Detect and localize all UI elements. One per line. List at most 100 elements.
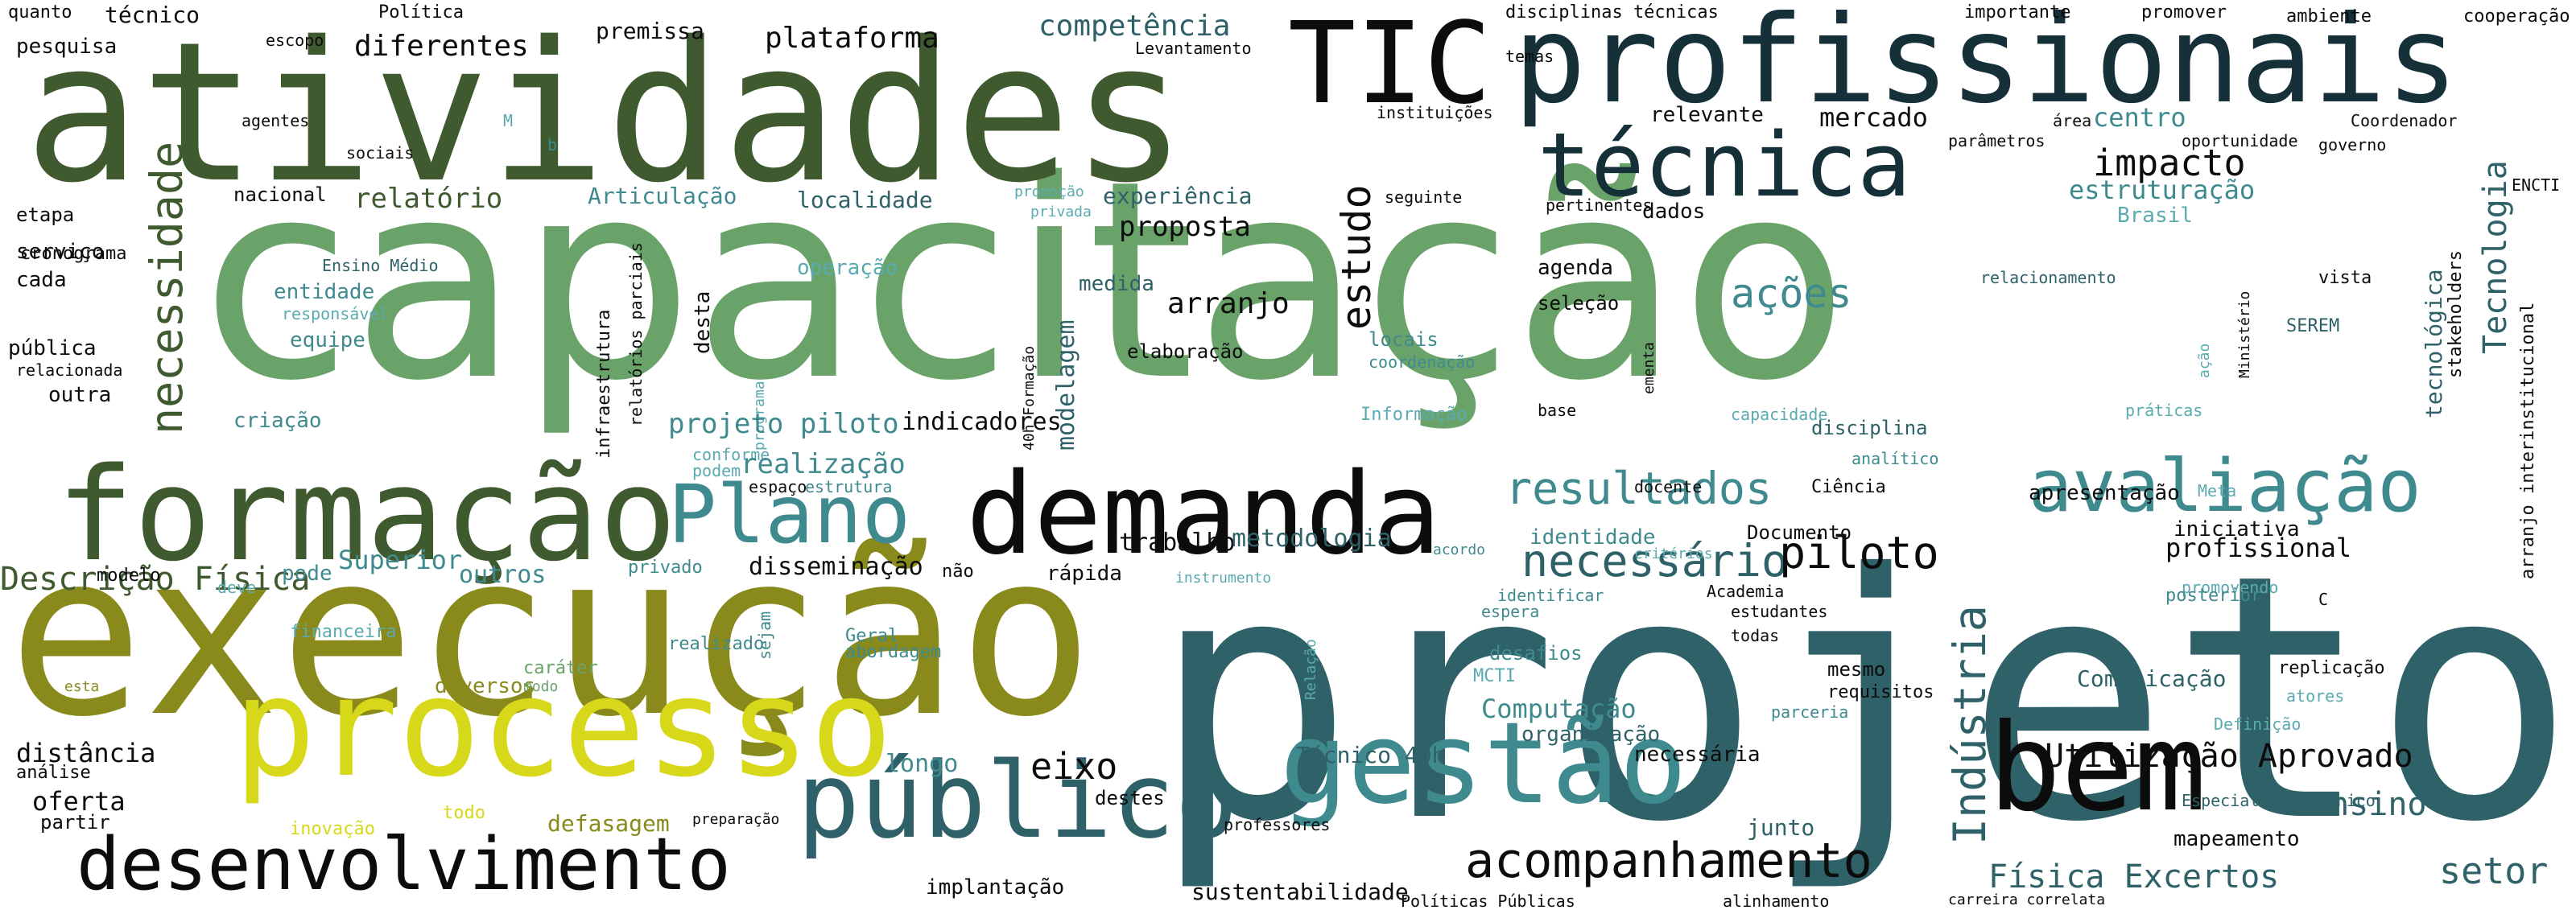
word-nacional: nacional <box>233 183 327 206</box>
word-locais: locais <box>1368 328 1439 351</box>
word-infraestrutura: infraestrutura <box>594 309 614 459</box>
word-arranjo-interinstitucional: arranjo interinstitucional <box>2518 302 2538 579</box>
word-promovendo: promovendo <box>2182 578 2279 597</box>
word-modo: modo <box>523 678 559 695</box>
word-conforme: conforme <box>692 445 770 464</box>
word-estrutura: estrutura <box>805 477 893 496</box>
word-selecao: seleção <box>1538 292 1620 315</box>
word-eixo: eixo <box>1030 745 1118 788</box>
word-outra: outra <box>48 383 112 407</box>
word-cada: cada <box>16 268 67 292</box>
word-mesmo: mesmo <box>1827 658 1886 681</box>
word-acoes: ações <box>1731 270 1852 317</box>
word-estudo: estudo <box>1333 184 1380 330</box>
word-ciencia: Ciência <box>1811 477 1886 497</box>
word-posterior: posterior <box>2165 586 2262 606</box>
word-projeto-piloto: projeto piloto <box>668 408 899 440</box>
word-oferta: oferta <box>32 786 126 817</box>
word-processo: processo <box>233 648 893 808</box>
word-desafios: desafios <box>1489 642 1583 665</box>
word-instituicoes: instituições <box>1377 103 1493 122</box>
word-metodologia: metodologia <box>1232 525 1392 553</box>
word-abordagem: abordagem <box>845 642 942 662</box>
word-identificar: identificar <box>1497 586 1604 605</box>
word-levantamento: Levantamento <box>1135 39 1252 58</box>
word-privada: privada <box>1030 204 1092 220</box>
word-sociais: sociais <box>346 143 415 163</box>
word-podem: podem <box>692 461 741 480</box>
word-informacao: Informação <box>1360 405 1468 425</box>
word-tecnica: técnica <box>1538 113 1911 216</box>
word-academia: Academia <box>1707 582 1785 601</box>
word-m: M <box>503 111 514 130</box>
word-acompanhamento: acompanhamento <box>1465 833 1872 889</box>
word-disciplina: disciplina <box>1811 417 1928 439</box>
word-operacao: operação <box>797 256 898 280</box>
word-defasagem: defasagem <box>547 810 670 837</box>
word-acao: ação <box>2196 343 2213 378</box>
word-requisitos: requisitos <box>1827 682 1934 702</box>
word-nao: não <box>942 562 974 582</box>
word-diversos: diversos <box>435 674 536 698</box>
word-privado: privado <box>628 558 703 578</box>
word-utilizacao-aprovado: Utilização Aprovado <box>2045 738 2413 775</box>
word-relatorios-parciais: relatórios parciais <box>626 242 646 426</box>
word-vista: vista <box>2318 268 2372 288</box>
word-premissa: premissa <box>596 18 704 44</box>
word-capacidade: capacidade <box>1731 405 1828 424</box>
word-desta: desta <box>691 290 715 354</box>
word-atividades: atividades <box>24 0 1187 225</box>
word-estudantes: estudantes <box>1731 602 1828 621</box>
word-ementa: ementa <box>1641 341 1657 394</box>
word-implantacao: implantação <box>926 875 1065 900</box>
word-outros: outros <box>459 561 547 589</box>
word-governo: governo <box>2318 135 2387 154</box>
word-descricao-fisica: Descrição Física <box>0 561 311 598</box>
word-profissionais: profissionais <box>1513 0 2458 130</box>
word-plataforma: plataforma <box>765 22 939 55</box>
word-mercado: mercado <box>1819 102 1928 133</box>
word-coordenacao: coordenação <box>1368 352 1476 372</box>
word-atores: atores <box>2286 686 2345 706</box>
word-projeto: projeto <box>1150 503 2576 896</box>
word-organizacao: organização <box>1521 723 1661 747</box>
word-oportunidade: oportunidade <box>2182 131 2298 150</box>
word-medida: medida <box>1079 272 1154 296</box>
word-ensino: ensino <box>2310 786 2427 823</box>
word-formacao: formação <box>56 439 677 590</box>
word-arranjo: arranjo <box>1167 287 1290 320</box>
word-cooperacao: cooperação <box>2463 6 2570 27</box>
word-espaco: espaço <box>749 477 807 496</box>
word-necessidade: necessidade <box>141 141 192 434</box>
word-trabalho: trabalho <box>1119 529 1236 557</box>
word-relevante: relevante <box>1650 103 1764 127</box>
word-equipe: equipe <box>290 328 365 352</box>
word-destes: destes <box>1095 787 1165 809</box>
word-iniciativa: iniciativa <box>2174 517 2300 541</box>
word-relatorio: relatório <box>354 183 503 215</box>
word-localidade: localidade <box>797 187 933 213</box>
word-replicacao: replicação <box>2278 658 2385 678</box>
word-demanda: demanda <box>966 449 1442 580</box>
word-elaboracao: elaboração <box>1127 340 1244 363</box>
word-criterios: critérios <box>1634 546 1713 562</box>
word-alinhamento: alinhamento <box>1723 891 1830 911</box>
word-pode: pode <box>282 562 332 586</box>
word-encti: ENCTI <box>2512 175 2561 195</box>
word-piloto: piloto <box>1779 527 1939 578</box>
word-bem: bem <box>1988 698 2207 838</box>
word-distancia: distância <box>16 738 156 768</box>
word-temas: temas <box>1505 47 1554 66</box>
word-seguinte: seguinte <box>1385 187 1463 207</box>
word-tecnologia: Tecnologia <box>2477 160 2514 354</box>
word-analitico: analítico <box>1852 449 1939 468</box>
word-experiencia: experiência <box>1103 183 1253 209</box>
word-ensino-medio: Ensino Médio <box>322 256 439 275</box>
word-setor: setor <box>2439 850 2549 892</box>
word-proposta: proposta <box>1119 211 1251 243</box>
word-fisica-excertos: Física Excertos <box>1988 858 2280 895</box>
word-rapida: rápida <box>1046 562 1122 586</box>
word-todo: todo <box>443 803 485 823</box>
word-c: C <box>2318 590 2329 609</box>
